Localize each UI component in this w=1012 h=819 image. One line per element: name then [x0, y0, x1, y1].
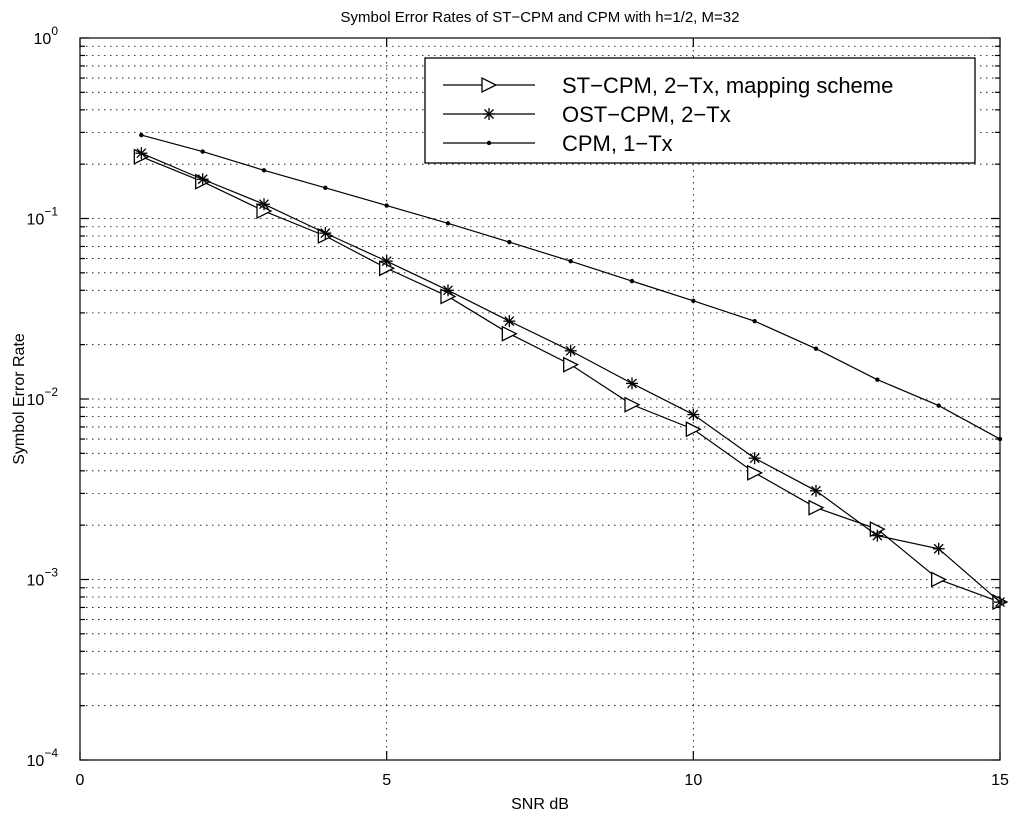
star-stroke — [872, 530, 883, 541]
data-point — [936, 403, 941, 408]
star-stroke — [443, 285, 453, 296]
data-point — [501, 325, 518, 342]
data-point — [503, 315, 516, 328]
axis-ticks: 0 5 10 15 10−4 10−3 10−2 10−1 100 — [27, 24, 1009, 789]
legend-label: OST−CPM, 2−Tx — [562, 102, 731, 127]
star-stroke — [381, 256, 392, 267]
data-point — [261, 168, 267, 173]
data-point — [752, 318, 757, 324]
x-axis-label: SNR dB — [511, 796, 569, 813]
y-tick-label: 10−1 — [27, 205, 59, 229]
data-point — [384, 203, 389, 208]
data-point — [997, 436, 1003, 442]
series-3 — [139, 132, 1003, 442]
star-stroke — [259, 199, 269, 210]
data-point — [563, 356, 580, 373]
legend-label: ST−CPM, 2−Tx, mapping scheme — [562, 73, 893, 98]
y-tick-label: 100 — [34, 24, 59, 48]
data-point — [875, 377, 880, 382]
data-point — [813, 346, 819, 351]
data-point — [380, 255, 393, 268]
data-point — [687, 408, 700, 421]
legend-entry: CPM, 1−Tx — [443, 131, 673, 156]
data-point — [507, 239, 512, 245]
data-point — [196, 173, 209, 186]
data-point — [135, 147, 148, 160]
series-2 — [135, 147, 1006, 609]
legend-entry: OST−CPM, 2−Tx — [443, 102, 731, 127]
star-stroke — [627, 378, 637, 389]
data-point — [568, 259, 573, 264]
series — [133, 132, 1009, 611]
star-stroke — [565, 345, 576, 356]
data-point — [323, 185, 328, 190]
data-point — [994, 596, 1006, 609]
y-tick-label: 10−2 — [27, 385, 59, 409]
star-stroke — [320, 228, 331, 239]
data-point — [445, 221, 451, 226]
y-tick-label: 10−3 — [27, 566, 59, 590]
star-stroke — [197, 174, 208, 185]
legend: ST−CPM, 2−Tx, mapping scheme OST−CPM, 2−T… — [424, 57, 976, 164]
data-point — [442, 284, 454, 297]
legend-marker — [486, 140, 492, 146]
x-tick-label: 10 — [684, 772, 702, 789]
data-point — [748, 452, 761, 465]
data-point — [810, 484, 822, 497]
data-point — [931, 571, 948, 588]
legend-marker — [481, 76, 498, 94]
data-point — [626, 377, 638, 390]
star-stroke — [136, 148, 147, 159]
legend-entry: ST−CPM, 2−Tx, mapping scheme — [443, 73, 893, 98]
x-tick-label: 5 — [382, 772, 391, 789]
data-point — [747, 464, 764, 481]
data-point — [564, 344, 577, 357]
legend-label: CPM, 1−Tx — [562, 131, 673, 156]
legend-marker — [483, 108, 495, 120]
y-axis-label: Symbol Error Rate — [11, 333, 28, 465]
data-point — [258, 198, 270, 211]
data-point — [685, 421, 702, 438]
data-point — [319, 227, 332, 240]
star-stroke — [749, 453, 760, 464]
chart-title: Symbol Error Rates of ST−CPM and CPM wit… — [341, 9, 740, 26]
data-point — [139, 132, 144, 138]
data-point — [624, 396, 641, 413]
x-tick-label: 15 — [991, 772, 1009, 789]
data-point — [808, 499, 825, 516]
data-point — [629, 278, 635, 284]
star-stroke — [484, 109, 494, 119]
data-point — [200, 149, 205, 154]
data-point — [932, 542, 945, 555]
star-stroke — [811, 485, 821, 496]
data-point — [691, 298, 696, 303]
star-stroke — [995, 597, 1005, 608]
star-stroke — [688, 409, 699, 420]
data-point — [871, 529, 884, 542]
star-stroke — [504, 316, 515, 327]
star-stroke — [933, 543, 944, 554]
x-tick-label: 0 — [76, 772, 85, 789]
legend-box — [424, 57, 976, 164]
y-tick-label: 10−4 — [27, 746, 59, 770]
